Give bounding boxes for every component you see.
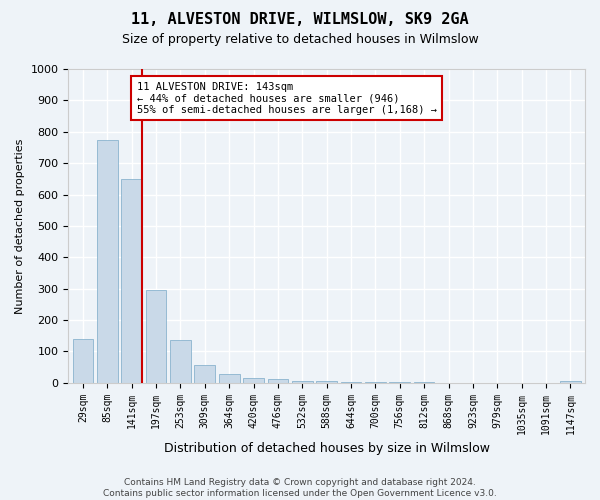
Bar [121, 179, 142, 383]
Bar [341, 382, 361, 383]
Bar [389, 382, 410, 383]
Text: Size of property relative to detached houses in Wilmslow: Size of property relative to detached ho… [122, 32, 478, 46]
Text: Contains HM Land Registry data © Crown copyright and database right 2024.
Contai: Contains HM Land Registry data © Crown c… [103, 478, 497, 498]
Bar [97, 140, 118, 383]
X-axis label: Distribution of detached houses by size in Wilmslow: Distribution of detached houses by size … [164, 442, 490, 455]
Bar [219, 374, 239, 383]
Bar [316, 382, 337, 383]
Bar [268, 378, 288, 383]
Bar [170, 340, 191, 383]
Bar [73, 339, 93, 383]
Text: 11 ALVESTON DRIVE: 143sqm
← 44% of detached houses are smaller (946)
55% of semi: 11 ALVESTON DRIVE: 143sqm ← 44% of detac… [137, 82, 437, 115]
Bar [292, 380, 313, 383]
Bar [146, 290, 166, 383]
Y-axis label: Number of detached properties: Number of detached properties [15, 138, 25, 314]
Bar [194, 365, 215, 383]
Text: 11, ALVESTON DRIVE, WILMSLOW, SK9 2GA: 11, ALVESTON DRIVE, WILMSLOW, SK9 2GA [131, 12, 469, 28]
Bar [414, 382, 434, 383]
Bar [365, 382, 386, 383]
Bar [243, 378, 264, 383]
Bar [560, 382, 581, 383]
